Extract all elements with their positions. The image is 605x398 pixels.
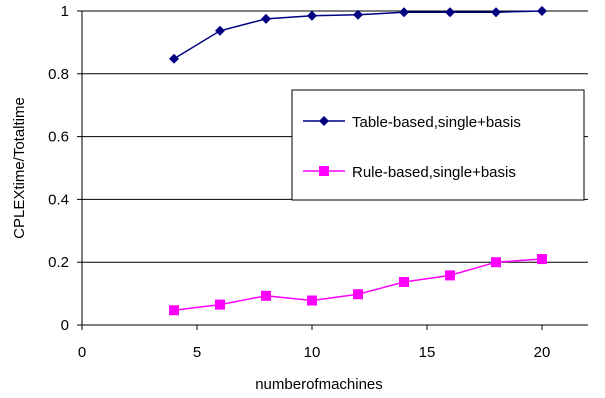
y-tick-label: 0.4 bbox=[48, 191, 69, 208]
x-tick-label: 0 bbox=[78, 344, 86, 361]
ticks: 00.20.40.60.810 5 10 15 20 bbox=[48, 3, 550, 361]
legend-label-rule: Rule-based,single+basis bbox=[352, 164, 516, 181]
data-point-diamond bbox=[169, 53, 179, 64]
y-tick-label: 0.6 bbox=[48, 129, 69, 146]
x-tick-label: 15 bbox=[419, 344, 436, 361]
x-tick-label: 5 bbox=[193, 344, 201, 361]
data-point-square bbox=[445, 270, 455, 281]
y-tick-label: 0.2 bbox=[48, 254, 69, 271]
data-point-diamond bbox=[261, 13, 271, 24]
legend-box bbox=[291, 89, 585, 201]
series-line-1 bbox=[173, 258, 543, 311]
data-point-square bbox=[537, 254, 547, 265]
data-point-diamond bbox=[445, 7, 455, 18]
legend-label-table: Table-based,single+basis bbox=[352, 114, 521, 131]
x-tick-label: 20 bbox=[534, 344, 551, 361]
legend-marker-table bbox=[319, 116, 329, 126]
data-point-square bbox=[307, 295, 317, 306]
x-axis-label: numberofmachines bbox=[255, 376, 383, 393]
data-point-square bbox=[491, 257, 501, 268]
data-point-square bbox=[399, 276, 409, 287]
y-tick-label: 0 bbox=[61, 317, 69, 334]
x-tick-label: 10 bbox=[304, 344, 321, 361]
data-point-diamond bbox=[307, 10, 317, 21]
data-point-diamond bbox=[537, 6, 547, 16]
data-point-square bbox=[169, 305, 179, 316]
data-point-square bbox=[215, 299, 225, 310]
legend: Table-based,single+basis Rule-based,sing… bbox=[291, 89, 585, 201]
data-point-square bbox=[261, 290, 271, 301]
y-tick-label: 1 bbox=[61, 3, 69, 20]
data-point-diamond bbox=[215, 25, 225, 36]
legend-marker-rule bbox=[319, 166, 329, 176]
data-point-diamond bbox=[353, 9, 363, 20]
data-point-diamond bbox=[399, 7, 409, 18]
y-tick-label: 0.8 bbox=[48, 66, 69, 83]
axes bbox=[81, 11, 588, 326]
data-point-diamond bbox=[491, 7, 501, 18]
data-point-square bbox=[353, 289, 363, 300]
y-axis-label: CPLEXtime/Totaltime bbox=[11, 97, 28, 239]
series-layer bbox=[169, 6, 547, 316]
